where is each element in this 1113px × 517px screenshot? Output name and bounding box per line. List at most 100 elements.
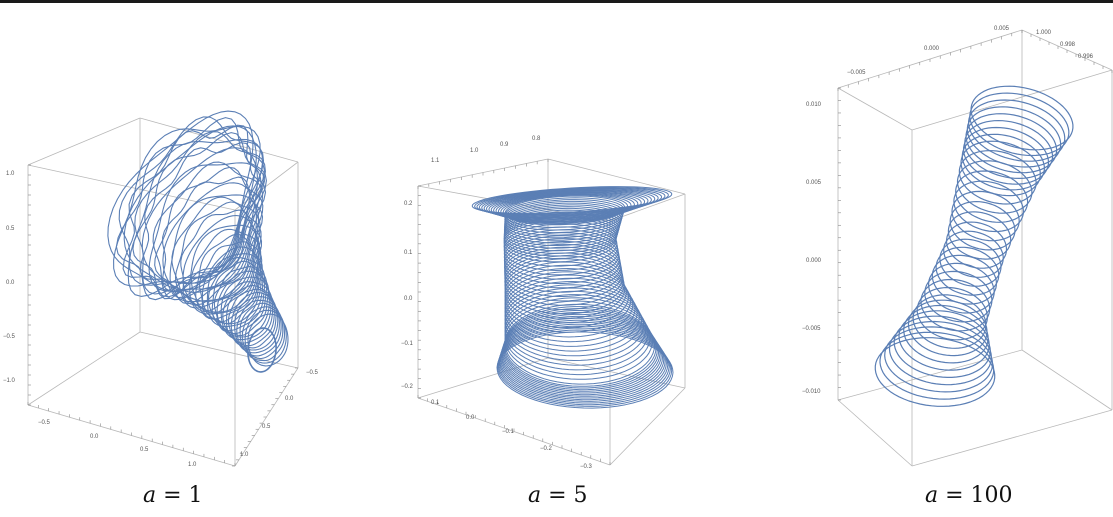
wire-loop-a1: [182, 214, 259, 313]
wire-loop-a1: [123, 125, 257, 291]
wire-loop-a5: [504, 238, 621, 289]
wireframe-surface-a100: [874, 85, 1074, 407]
axis-top-label-a100: 0.996: [1078, 54, 1094, 60]
axis-top-label-a100: 0.000: [924, 46, 940, 52]
wire-loop-a1: [174, 201, 262, 313]
axis-right-label-a1: −0.5: [306, 370, 319, 376]
axis-left-label-a5: 0.0: [404, 296, 413, 302]
caption-eq: =: [541, 483, 574, 508]
wire-loop-a100: [961, 133, 1045, 191]
axis-bottom-label-a5: 0.0: [466, 415, 475, 421]
axis-bottom-labels-a5: 0.1 0.0 −0.1 −0.2 −0.3: [431, 400, 593, 470]
wire-loop-a100: [966, 106, 1062, 168]
axis-left-label-a1: 0.0: [6, 280, 15, 286]
wire-loop-a100: [907, 299, 988, 357]
wire-loop-a100: [939, 238, 1002, 287]
wire-loop-a1: [239, 302, 284, 360]
axis-left-label-a100: −0.005: [802, 326, 821, 332]
caption-var: a: [528, 483, 542, 508]
wire-loop-a100: [879, 331, 995, 400]
axis-top-labels-a5: 1.1 1.0 0.9 0.8: [431, 136, 541, 164]
wire-loop-a100: [969, 92, 1070, 157]
wire-loop-a1: [222, 281, 274, 344]
wire-loop-a100: [903, 304, 989, 364]
wire-loop-a1: [247, 327, 277, 373]
wire-loop-a100: [884, 326, 994, 393]
wire-loop-a5: [495, 192, 639, 222]
wire-loop-a100: [947, 211, 1012, 260]
axis-bottom-label-a5: −0.3: [580, 464, 593, 470]
wire-loop-a100: [920, 278, 991, 332]
wire-loop-a100: [931, 254, 997, 305]
axis-left-labels-a1: 1.0 0.5 0.0 −0.5 −1.0: [3, 171, 16, 384]
wire-loop-a1: [189, 224, 260, 315]
wire-loop-a1: [122, 124, 266, 300]
panel-a1: 1.0 0.5 0.0 −0.5 −1.0 −0.5 0.0 0.5 1.0 −…: [3, 110, 319, 468]
axis-left-labels-a100: 0.010 0.005 0.000 −0.005 −0.010: [802, 102, 822, 395]
wire-loop-a5: [503, 232, 620, 280]
wire-loop-a1: [169, 194, 260, 303]
wire-loop-a100: [945, 221, 1008, 269]
wire-loop-a5: [474, 186, 669, 215]
axis-bottom-label-a5: 0.1: [431, 400, 440, 406]
axis-top-label-a5: 1.0: [470, 148, 479, 154]
wire-loop-a1: [154, 166, 264, 305]
axis-left-label-a100: 0.010: [806, 102, 822, 108]
axis-top-labels-a100: −0.005 0.000 0.005 1.000 0.998 0.996: [847, 26, 1094, 76]
wire-loop-a100: [912, 294, 987, 349]
axis-left-label-a1: 1.0: [6, 171, 15, 177]
wire-loop-a5: [471, 186, 673, 214]
wire-loop-a1: [115, 117, 266, 301]
caption-eq: =: [156, 483, 189, 508]
wire-loop-a1: [226, 284, 275, 347]
wire-loop-a5: [503, 226, 618, 271]
ticks-a1: [27, 164, 298, 467]
wire-loop-a5: [486, 190, 652, 219]
wire-loop-a100: [898, 310, 990, 371]
wire-loop-a100: [960, 140, 1041, 197]
wire-loop-a1: [230, 292, 279, 351]
axis-left-label-a100: −0.010: [802, 389, 821, 395]
panel-a100: 0.010 0.005 0.000 −0.005 −0.010 −0.005 0…: [802, 26, 1113, 467]
axis-bottom-label-a5: −0.1: [502, 429, 515, 435]
wire-loop-a1: [234, 296, 280, 354]
axis-top-label-a5: 0.8: [532, 136, 541, 142]
wire-loop-a1: [128, 138, 263, 286]
caption-eq: =: [938, 483, 971, 508]
axis-top-label-a100: 1.000: [1036, 30, 1052, 36]
axis-right-label-a1: 0.5: [262, 424, 271, 430]
axis-left-label-a1: 0.5: [6, 226, 15, 232]
axis-right-label-a1: 1.0: [240, 452, 249, 458]
ticks-a5: [417, 159, 611, 465]
wire-loop-a100: [953, 180, 1024, 233]
axis-left-label-a5: −0.1: [401, 341, 414, 347]
wire-loop-a5: [502, 194, 629, 225]
axis-bottom-label-a1: 0.0: [90, 434, 99, 440]
axis-bottom-label-a1: 1.0: [188, 462, 197, 468]
axis-left-label-a1: −0.5: [3, 334, 16, 340]
wire-loop-a5: [504, 246, 623, 302]
wire-loop-a5: [504, 268, 632, 333]
axis-bottom-labels-a1: −0.5 0.0 0.5 1.0: [38, 420, 197, 468]
wire-loop-a100: [968, 99, 1066, 162]
wire-loop-a100: [956, 160, 1033, 214]
axis-left-label-a5: 0.2: [404, 201, 413, 207]
axis-left-label-a1: −1.0: [3, 378, 16, 384]
wire-loop-a100: [893, 315, 991, 378]
wire-loop-a1: [236, 299, 282, 357]
wire-loop-a5: [503, 223, 618, 267]
panel-a5: 0.2 0.1 0.0 −0.1 −0.2 0.1 0.0 −0.1 −0.2 …: [401, 136, 686, 470]
wireframe-surface-a5: [471, 186, 674, 409]
wire-loop-a100: [955, 170, 1029, 223]
axis-top-label-a100: −0.005: [847, 70, 866, 76]
wire-loop-a1: [141, 147, 258, 293]
caption-val: 1: [188, 483, 203, 508]
axis-left-label-a5: −0.2: [401, 384, 414, 390]
wire-loop-a1: [148, 162, 262, 292]
wire-loop-a100: [963, 126, 1049, 185]
axis-left-label-a5: 0.1: [404, 250, 413, 256]
wire-loop-a1: [152, 161, 264, 301]
wire-loop-a1: [107, 110, 254, 293]
caption-a100: a = 100: [925, 483, 1013, 508]
